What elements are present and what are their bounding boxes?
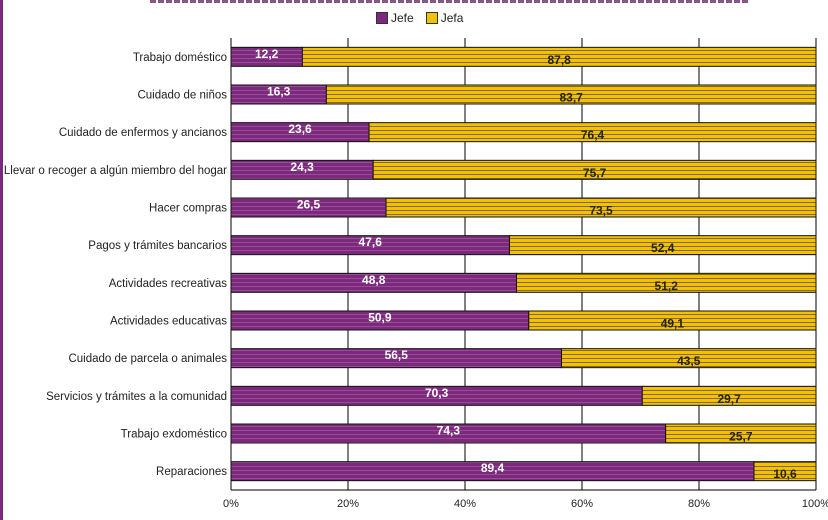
data-label-jefa: 10,6 — [773, 467, 797, 481]
data-label-jefa: 73,5 — [589, 204, 613, 218]
data-label-jefe: 24,3 — [290, 160, 314, 174]
data-label-jefa: 75,7 — [583, 166, 607, 180]
left-frame-border — [0, 0, 3, 520]
data-label-jefe: 56,5 — [385, 348, 409, 362]
x-tick-label: 20% — [337, 498, 359, 510]
x-tick-label: 60% — [571, 498, 593, 510]
bar-jefa — [372, 159, 817, 180]
data-label-jefe: 89,4 — [481, 461, 505, 475]
data-label-jefa: 51,2 — [655, 279, 679, 293]
category-label: Trabajo exdoméstico — [121, 429, 227, 441]
data-label-jefa: 43,5 — [677, 354, 701, 368]
bar-jefa — [641, 385, 817, 406]
data-label-jefa: 87,8 — [548, 53, 572, 67]
category-label: Actividades educativas — [110, 316, 227, 328]
bar-jefa — [753, 461, 817, 482]
bar-jefa — [368, 122, 817, 143]
category-label: Cuidado de parcela o animales — [68, 353, 227, 365]
category-label: Cuidado de niños — [137, 90, 227, 102]
data-label-jefa: 52,4 — [651, 241, 675, 255]
bar-jefa — [528, 310, 817, 331]
legend-label-jefa: Jefa — [440, 11, 464, 25]
legend: Jefe Jefa — [376, 11, 463, 25]
x-tick-label: 100% — [802, 498, 828, 510]
bar-jefa — [665, 423, 817, 444]
data-label-jefa: 49,1 — [661, 317, 685, 331]
x-tick-label: 80% — [688, 498, 710, 510]
bar-jefa — [515, 272, 817, 293]
data-label-jefe: 26,5 — [297, 198, 321, 212]
legend-item-jefa: Jefa — [425, 11, 464, 25]
data-label-jefa: 29,7 — [717, 392, 741, 406]
legend-item-jefe: Jefe — [376, 11, 414, 25]
x-tick-label: 0% — [223, 498, 239, 510]
data-label-jefa: 76,4 — [581, 128, 605, 142]
data-label-jefe: 12,2 — [255, 47, 279, 61]
category-label: Pagos y trámites bancarios — [88, 240, 227, 252]
legend-label-jefe: Jefe — [391, 11, 414, 25]
category-label: Servicios y trámites a la comunidad — [46, 391, 227, 403]
data-label-jefe: 50,9 — [368, 311, 392, 325]
legend-swatch-jefe — [376, 12, 388, 24]
data-label-jefe: 70,3 — [425, 386, 449, 400]
category-label: Llevar o recoger a algún miembro del hog… — [4, 165, 227, 177]
data-label-jefe: 47,6 — [359, 235, 383, 249]
data-label-jefe: 16,3 — [267, 85, 291, 99]
data-label-jefa: 25,7 — [729, 430, 753, 444]
legend-swatch-jefa — [425, 12, 438, 24]
category-label: Trabajo doméstico — [133, 52, 227, 64]
category-label: Hacer compras — [149, 203, 227, 215]
x-tick-label: 40% — [454, 498, 476, 510]
clipped-title-strip — [150, 0, 750, 3]
category-label: Cuidado de enfermos y ancianos — [59, 127, 227, 139]
data-label-jefe: 48,8 — [362, 273, 386, 287]
category-label: Reparaciones — [156, 466, 227, 478]
bar-jefa — [508, 235, 817, 256]
category-label: Actividades recreativas — [109, 278, 227, 290]
bar-jefa — [561, 348, 817, 369]
data-label-jefe: 74,3 — [437, 424, 461, 438]
data-label-jefe: 23,6 — [288, 122, 312, 136]
bar-jefa — [385, 197, 817, 218]
data-label-jefa: 83,7 — [559, 91, 583, 105]
bar-jefa — [301, 46, 817, 67]
bar-jefa — [325, 84, 817, 105]
